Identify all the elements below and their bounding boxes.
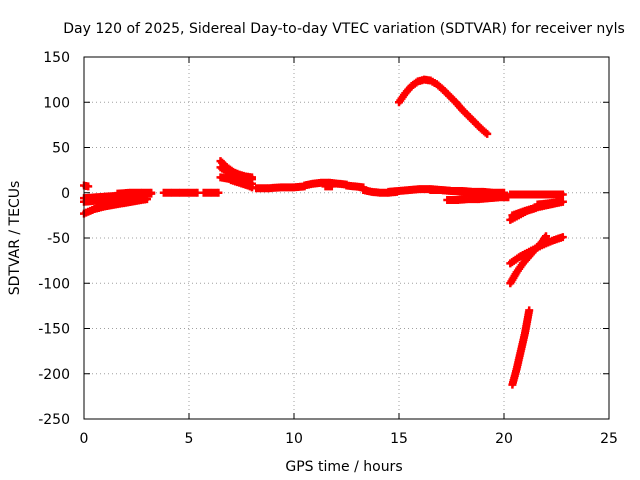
data-point (208, 188, 221, 197)
data-point (241, 174, 254, 183)
data-point (451, 98, 465, 112)
data-point (321, 182, 334, 191)
data-points (80, 75, 567, 389)
data-point (476, 124, 490, 137)
x-tick-label: 15 (390, 431, 408, 447)
data-point (542, 232, 550, 241)
data-point (516, 331, 529, 356)
data-point (243, 181, 254, 191)
data-point (84, 182, 93, 191)
data-series (321, 182, 336, 191)
data-series (199, 188, 223, 197)
y-tick-label: -50 (47, 231, 70, 247)
data-series (506, 190, 567, 199)
data-point (512, 349, 525, 374)
y-tick-label: 50 (52, 141, 70, 157)
data-point (413, 76, 427, 86)
y-tick-label: 0 (61, 186, 70, 202)
data-series (113, 188, 156, 198)
data-point (147, 188, 156, 197)
data-point (518, 253, 532, 268)
data-series (216, 163, 256, 184)
data-series (508, 306, 534, 389)
data-point (426, 76, 439, 87)
y-tick-label: -250 (38, 412, 70, 428)
y-tick-label: -100 (38, 276, 70, 292)
data-point (470, 118, 484, 131)
data-point (439, 85, 452, 99)
x-tick-label: 5 (185, 431, 194, 447)
data-point (432, 80, 446, 93)
data-series (506, 233, 567, 268)
data-point (512, 261, 526, 277)
data-point (464, 111, 478, 125)
data-point (521, 308, 533, 338)
y-axis-label: SDTVAR / TECUs (7, 181, 23, 296)
data-point (420, 75, 433, 85)
x-tick-label: 25 (600, 431, 618, 447)
data-point (401, 83, 415, 98)
y-tick-label: -200 (38, 367, 70, 383)
data-point (216, 157, 230, 170)
data-point (558, 190, 567, 199)
data-series (426, 186, 508, 197)
data-point (395, 91, 409, 107)
x-axis-label: GPS time / hours (285, 459, 402, 475)
data-series (395, 75, 492, 138)
x-tick-label: 20 (495, 431, 513, 447)
chart-title: Day 120 of 2025, Sidereal Day-to-day VTE… (63, 21, 625, 37)
axis-ticks: 0 5 10 15 20 25 -250 -200 -150 -100 -50 0 50 100 150 (38, 50, 618, 447)
data-point (483, 129, 492, 138)
data-series (227, 176, 256, 192)
y-tick-label: 150 (43, 50, 70, 66)
y-tick-label: 100 (43, 95, 70, 111)
data-series (80, 181, 93, 191)
data-point (445, 91, 459, 105)
data-series (252, 182, 309, 193)
data-point (327, 182, 336, 191)
data-point (558, 197, 567, 206)
data-point (214, 188, 223, 197)
plot-frame (83, 56, 610, 420)
x-tick-label: 0 (80, 431, 89, 447)
data-series (159, 188, 202, 197)
grid (84, 57, 609, 419)
x-tick-label: 10 (285, 431, 303, 447)
data-point (558, 233, 567, 242)
data-point (525, 306, 534, 315)
y-tick-label: -150 (38, 322, 70, 338)
data-point (458, 105, 471, 119)
data-series (533, 197, 567, 209)
